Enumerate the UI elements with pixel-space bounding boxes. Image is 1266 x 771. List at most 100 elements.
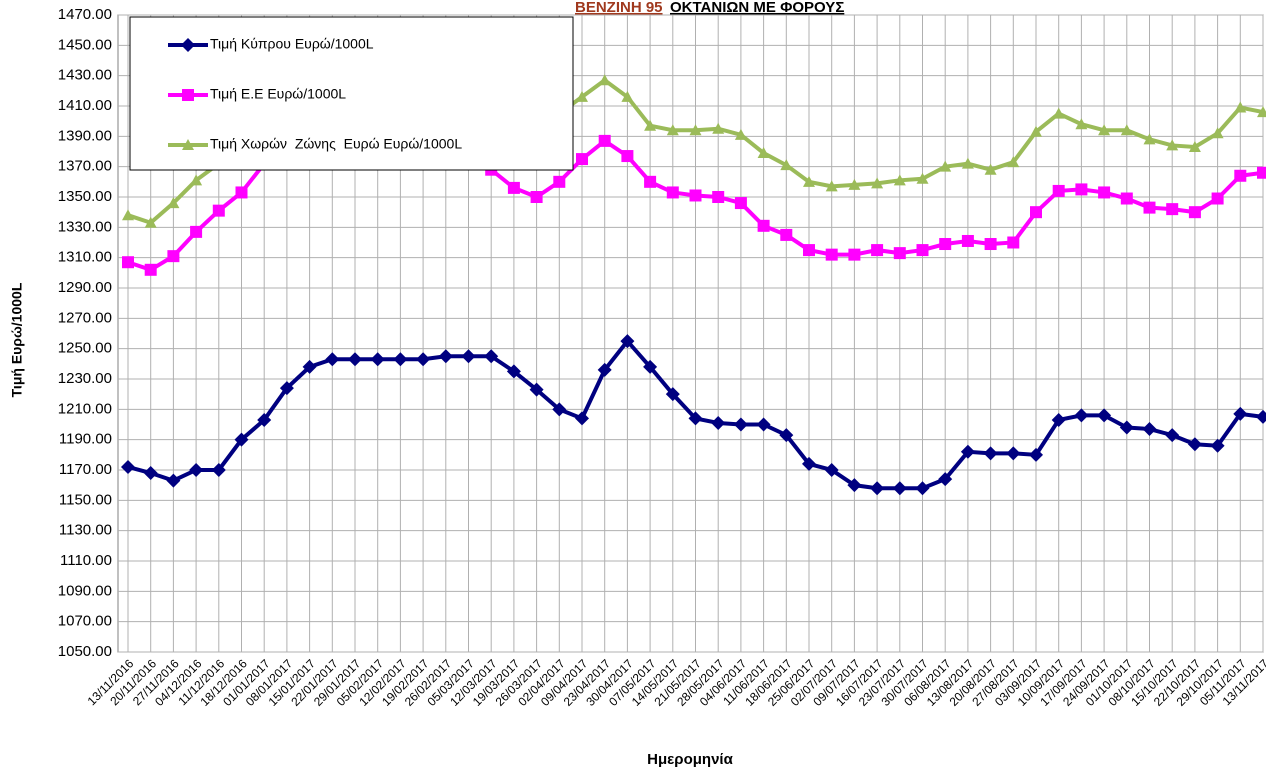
data-point bbox=[189, 463, 204, 477]
data-point bbox=[848, 178, 861, 190]
data-point bbox=[1187, 437, 1202, 452]
data-point bbox=[166, 473, 181, 488]
y-tick-label: 1090.00 bbox=[58, 582, 112, 599]
data-point bbox=[235, 186, 248, 199]
y-tick-label: 1350.00 bbox=[58, 188, 112, 205]
data-point bbox=[734, 197, 747, 210]
data-point bbox=[167, 250, 180, 263]
legend-marker bbox=[182, 139, 194, 150]
data-point bbox=[666, 186, 679, 199]
data-point bbox=[1143, 201, 1156, 214]
y-tick-label: 1290.00 bbox=[58, 279, 112, 296]
data-point bbox=[961, 234, 974, 247]
data-point bbox=[780, 228, 793, 241]
data-point bbox=[575, 411, 589, 426]
data-point bbox=[1233, 406, 1248, 421]
data-point bbox=[507, 181, 520, 194]
data-point bbox=[757, 147, 770, 159]
data-point bbox=[552, 402, 567, 417]
y-tick-label: 1370.00 bbox=[58, 158, 112, 175]
data-point bbox=[553, 175, 566, 188]
y-tick-label: 1430.00 bbox=[58, 67, 112, 84]
data-point bbox=[1075, 118, 1088, 130]
data-point bbox=[416, 352, 431, 367]
data-point bbox=[643, 359, 658, 374]
y-tick-label: 1250.00 bbox=[58, 340, 112, 357]
data-point bbox=[621, 150, 634, 163]
data-point bbox=[1166, 139, 1179, 151]
data-point bbox=[665, 387, 680, 402]
data-point bbox=[1257, 166, 1266, 179]
data-point bbox=[621, 90, 634, 102]
data-point bbox=[279, 381, 294, 396]
y-tick-label: 1070.00 bbox=[58, 613, 112, 630]
data-point bbox=[1120, 192, 1133, 205]
data-point bbox=[893, 247, 906, 260]
y-tick-label: 1170.00 bbox=[59, 461, 112, 478]
data-point bbox=[1074, 408, 1089, 423]
data-point bbox=[598, 74, 611, 86]
y-tick-label: 1150.00 bbox=[59, 491, 112, 508]
legend-label: Τιμή Ε.Ε Ευρώ/1000L bbox=[210, 86, 346, 102]
data-point bbox=[984, 238, 997, 251]
y-axis-label: Τιμή Ευρώ/1000L bbox=[9, 282, 25, 397]
data-point bbox=[1188, 206, 1201, 219]
data-point bbox=[144, 263, 157, 276]
data-point bbox=[393, 352, 408, 367]
data-point bbox=[916, 244, 929, 257]
y-tick-label: 1130.00 bbox=[59, 522, 112, 539]
data-point bbox=[688, 411, 703, 426]
data-point bbox=[915, 481, 930, 496]
data-point bbox=[144, 216, 157, 228]
chart-subtitle: ΟΚΤΑΝΙΩΝ ΜΕ ΦΟΡΟΥΣ bbox=[670, 0, 844, 16]
data-point bbox=[1007, 156, 1020, 168]
data-point bbox=[802, 456, 816, 471]
data-point bbox=[167, 197, 180, 209]
data-point bbox=[1006, 446, 1021, 461]
data-point bbox=[756, 417, 771, 432]
legend-label: Τιμή Κύπρου Ευρώ/1000L bbox=[210, 36, 374, 52]
data-point bbox=[824, 463, 839, 477]
y-tick-label: 1310.00 bbox=[58, 249, 112, 266]
data-point bbox=[939, 238, 952, 251]
y-tick-label: 1330.00 bbox=[58, 218, 112, 235]
data-point bbox=[1030, 206, 1042, 219]
y-tick-label: 1190.00 bbox=[59, 431, 112, 448]
data-point bbox=[234, 432, 249, 447]
data-point bbox=[1211, 127, 1224, 139]
data-point bbox=[779, 428, 794, 443]
data-point bbox=[506, 364, 521, 379]
data-point bbox=[1075, 183, 1088, 196]
data-point bbox=[212, 204, 225, 217]
data-point bbox=[1143, 133, 1156, 145]
data-point bbox=[712, 191, 725, 203]
data-point bbox=[1166, 203, 1179, 216]
data-point bbox=[870, 481, 885, 496]
y-tick-label: 1230.00 bbox=[58, 370, 112, 387]
data-point bbox=[1029, 447, 1043, 462]
data-point bbox=[122, 209, 134, 221]
data-point bbox=[938, 472, 953, 487]
data-point bbox=[529, 382, 544, 397]
data-point bbox=[689, 124, 702, 136]
data-point bbox=[803, 244, 815, 257]
data-point bbox=[576, 153, 588, 166]
y-tick-label: 1410.00 bbox=[58, 97, 112, 114]
y-tick-label: 1470.00 bbox=[58, 6, 112, 23]
data-point bbox=[1119, 420, 1134, 435]
y-tick-label: 1210.00 bbox=[58, 400, 112, 417]
data-point bbox=[190, 225, 203, 238]
data-point bbox=[576, 90, 588, 102]
data-point bbox=[530, 191, 543, 203]
data-point bbox=[1098, 186, 1111, 199]
data-point bbox=[848, 248, 861, 261]
data-point bbox=[143, 466, 158, 481]
data-point bbox=[825, 180, 838, 192]
y-tick-label: 1390.00 bbox=[58, 127, 112, 144]
y-tick-label: 1450.00 bbox=[58, 36, 112, 53]
data-point bbox=[1257, 106, 1266, 118]
y-tick-label: 1110.00 bbox=[60, 552, 112, 569]
data-point bbox=[644, 119, 657, 131]
data-point bbox=[734, 128, 747, 140]
data-point bbox=[122, 256, 134, 269]
